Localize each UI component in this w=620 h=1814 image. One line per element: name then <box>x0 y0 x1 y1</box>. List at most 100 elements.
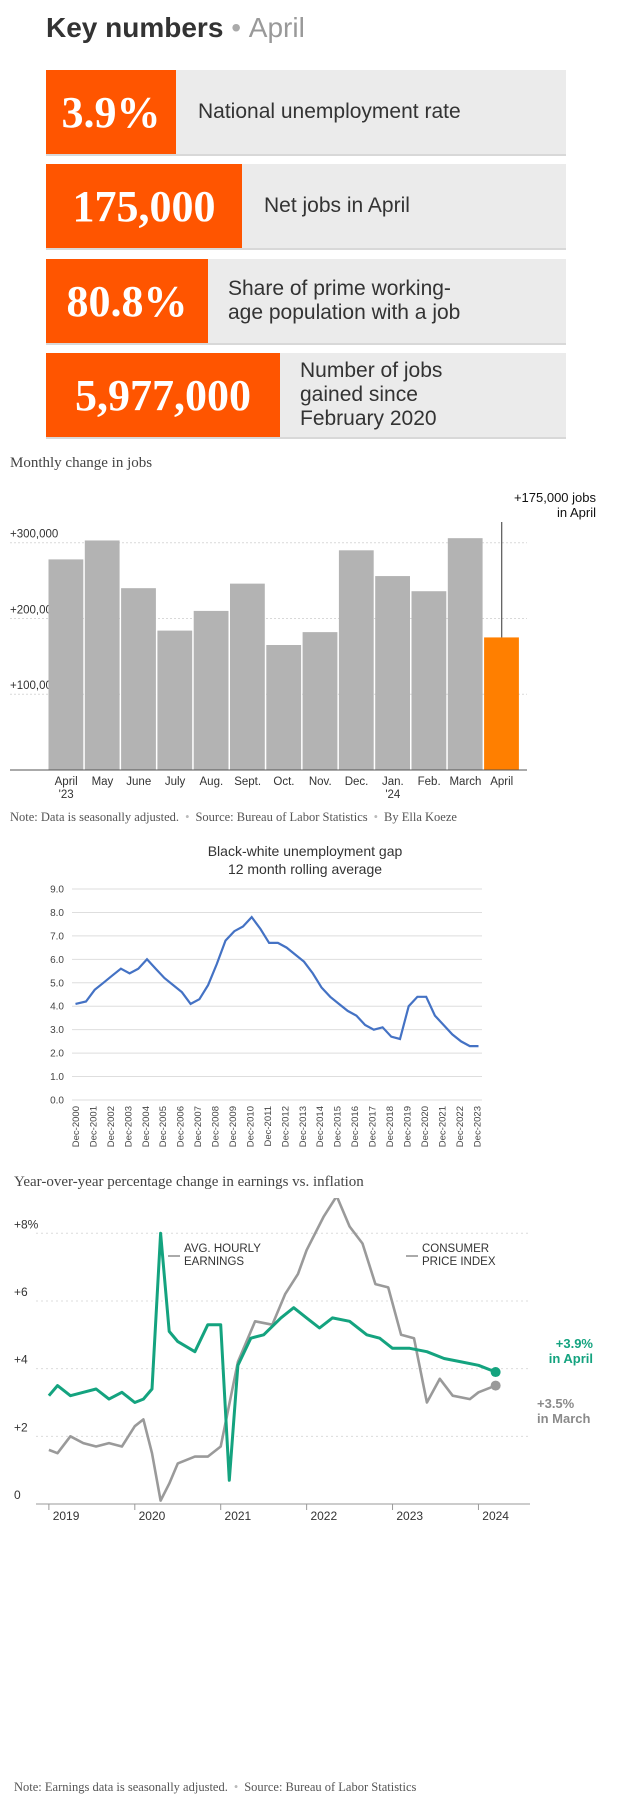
key-number-card: 3.9% National unemployment rate <box>46 70 566 156</box>
bar <box>84 540 120 770</box>
key-number-label: Net jobs in April <box>264 194 410 217</box>
y-tick-label: +100,000 <box>10 680 58 692</box>
y-tick-label: +4 <box>14 1353 28 1367</box>
x-tick-label: Dec-2006 <box>176 1106 187 1147</box>
x-tick-label: July <box>165 776 186 788</box>
x-tick-label: Dec-2009 <box>228 1106 239 1147</box>
separator-dot: • <box>373 810 379 824</box>
x-tick-label: 2021 <box>225 1509 252 1523</box>
bar <box>193 610 229 770</box>
unemployment-gap-chart: Black-white unemployment gap 12 month ro… <box>50 843 483 1147</box>
bar <box>266 645 302 770</box>
separator-dot: • <box>185 810 190 824</box>
earnings-series-label: AVG. HOURLY <box>184 1243 261 1255</box>
y-tick-label: 5.0 <box>50 978 64 989</box>
x-tick-label: Dec-2016 <box>350 1106 361 1147</box>
y-tick-label: +300,000 <box>10 529 58 541</box>
x-tick-label: April <box>55 776 78 788</box>
key-numbers-month: April <box>248 12 305 43</box>
earnings-series-label: EARNINGS <box>184 1256 244 1268</box>
byline-text: By Ella Koeze <box>384 810 457 824</box>
x-tick-label: Aug. <box>200 776 224 788</box>
cpi-endpoint-marker <box>490 1380 501 1391</box>
x-tick-label: '24 <box>385 789 401 801</box>
bar <box>157 630 193 770</box>
jobs-chart-footnote: Note: Data is seasonally adjusted. • Sourc… <box>10 810 457 825</box>
x-tick-label: May <box>92 776 114 788</box>
bar <box>447 538 483 770</box>
y-tick-label: 7.0 <box>50 931 64 942</box>
cpi-series-label: CONSUMER <box>422 1243 489 1255</box>
y-tick-label: 4.0 <box>50 1002 64 1013</box>
key-number-card: 175,000 Net jobs in April <box>46 164 566 250</box>
x-tick-label: 2019 <box>53 1509 80 1523</box>
y-tick-label: 9.0 <box>50 885 64 896</box>
x-tick-label: 2023 <box>396 1509 423 1523</box>
earnings-inflation-chart: 0 +2 +4 +6 +8% 2019 2020 2021 2022 2023 2024 AVG.… <box>14 1198 594 1523</box>
x-tick-label: Dec-2010 <box>245 1106 256 1147</box>
source-text: Source: Bureau of Labor Statistics <box>244 1780 417 1794</box>
earnings-series-line <box>47 1231 497 1482</box>
x-tick-label: Dec. <box>345 776 369 788</box>
bar <box>230 583 265 770</box>
bar <box>302 632 338 770</box>
key-number-label: Share of prime working- age population w… <box>228 277 461 324</box>
x-tick-label: Dec-2022 <box>455 1106 466 1147</box>
key-number-label: Number of jobs gained since February 202… <box>300 359 443 430</box>
x-tick-label: Dec-2002 <box>106 1106 117 1147</box>
y-tick-label: +6 <box>14 1285 28 1299</box>
key-numbers-heading: Key numbers <box>46 12 224 43</box>
y-tick-label: 0.0 <box>50 1096 64 1107</box>
march-value-label: +3.5% <box>537 1396 575 1411</box>
x-tick-label: 2024 <box>482 1509 509 1523</box>
april-value-label: +3.9% <box>556 1336 594 1351</box>
gap-chart-title: Black-white unemployment gap <box>208 843 403 859</box>
earnings-endpoint-marker <box>490 1367 501 1378</box>
y-tick-label: 8.0 <box>50 908 64 919</box>
x-tick-label: Dec-2000 <box>71 1106 82 1147</box>
key-number-value: 3.9% <box>46 70 176 154</box>
y-tick-label: 1.0 <box>50 1072 64 1083</box>
key-number-card: 80.8% Share of prime working- age popula… <box>46 259 566 345</box>
y-tick-label: +200,000 <box>10 604 58 616</box>
separator-dot: • <box>231 12 241 43</box>
x-tick-label: Oct. <box>273 776 294 788</box>
y-tick-label: 0 <box>14 1488 21 1502</box>
x-tick-label: Sept. <box>234 776 261 788</box>
x-tick-label: Dec-2011 <box>263 1106 274 1147</box>
note-text: Note: Earnings data is seasonally adjust… <box>14 1780 228 1794</box>
key-number-label: National unemployment rate <box>198 100 461 123</box>
x-tick-label: Dec-2014 <box>315 1106 326 1147</box>
annotation-text: in April <box>557 505 596 520</box>
x-tick-label: Dec-2005 <box>158 1106 169 1147</box>
x-tick-label: Nov. <box>309 776 332 788</box>
x-tick-label: 2020 <box>139 1509 166 1523</box>
x-tick-label: Dec-2017 <box>368 1106 379 1147</box>
earnings-chart-footnote: Note: Earnings data is seasonally adjust… <box>14 1780 416 1795</box>
march-value-caption: in March <box>537 1411 591 1426</box>
x-tick-label: Dec-2007 <box>193 1106 204 1147</box>
gap-series-line <box>75 915 479 1048</box>
x-tick-label: Dec-2019 <box>402 1106 413 1147</box>
key-number-value: 80.8% <box>46 259 208 343</box>
x-tick-label: Feb. <box>418 776 441 788</box>
x-tick-label: June <box>126 776 151 788</box>
x-tick-label: Jan. <box>382 776 404 788</box>
earnings-chart-title: Year-over-year percentage change in earn… <box>14 1174 364 1190</box>
bar <box>411 591 447 770</box>
y-tick-label: 6.0 <box>50 955 64 966</box>
key-number-value: 5,977,000 <box>46 353 280 437</box>
x-tick-label: Dec-2021 <box>437 1106 448 1147</box>
x-tick-label: April <box>490 776 513 788</box>
x-tick-label: Dec-2001 <box>88 1106 99 1147</box>
jobs-chart-title: Monthly change in jobs <box>10 455 153 471</box>
x-tick-label: Dec-2003 <box>123 1106 134 1147</box>
x-tick-label: Dec-2023 <box>472 1106 483 1147</box>
x-tick-label: March <box>449 776 481 788</box>
april-value-caption: in April <box>549 1351 593 1366</box>
key-numbers-title: Key numbers • April <box>46 12 305 44</box>
x-tick-label: 2022 <box>310 1509 337 1523</box>
source-text: Source: Bureau of Labor Statistics <box>195 810 368 824</box>
y-tick-label: 3.0 <box>50 1025 64 1036</box>
